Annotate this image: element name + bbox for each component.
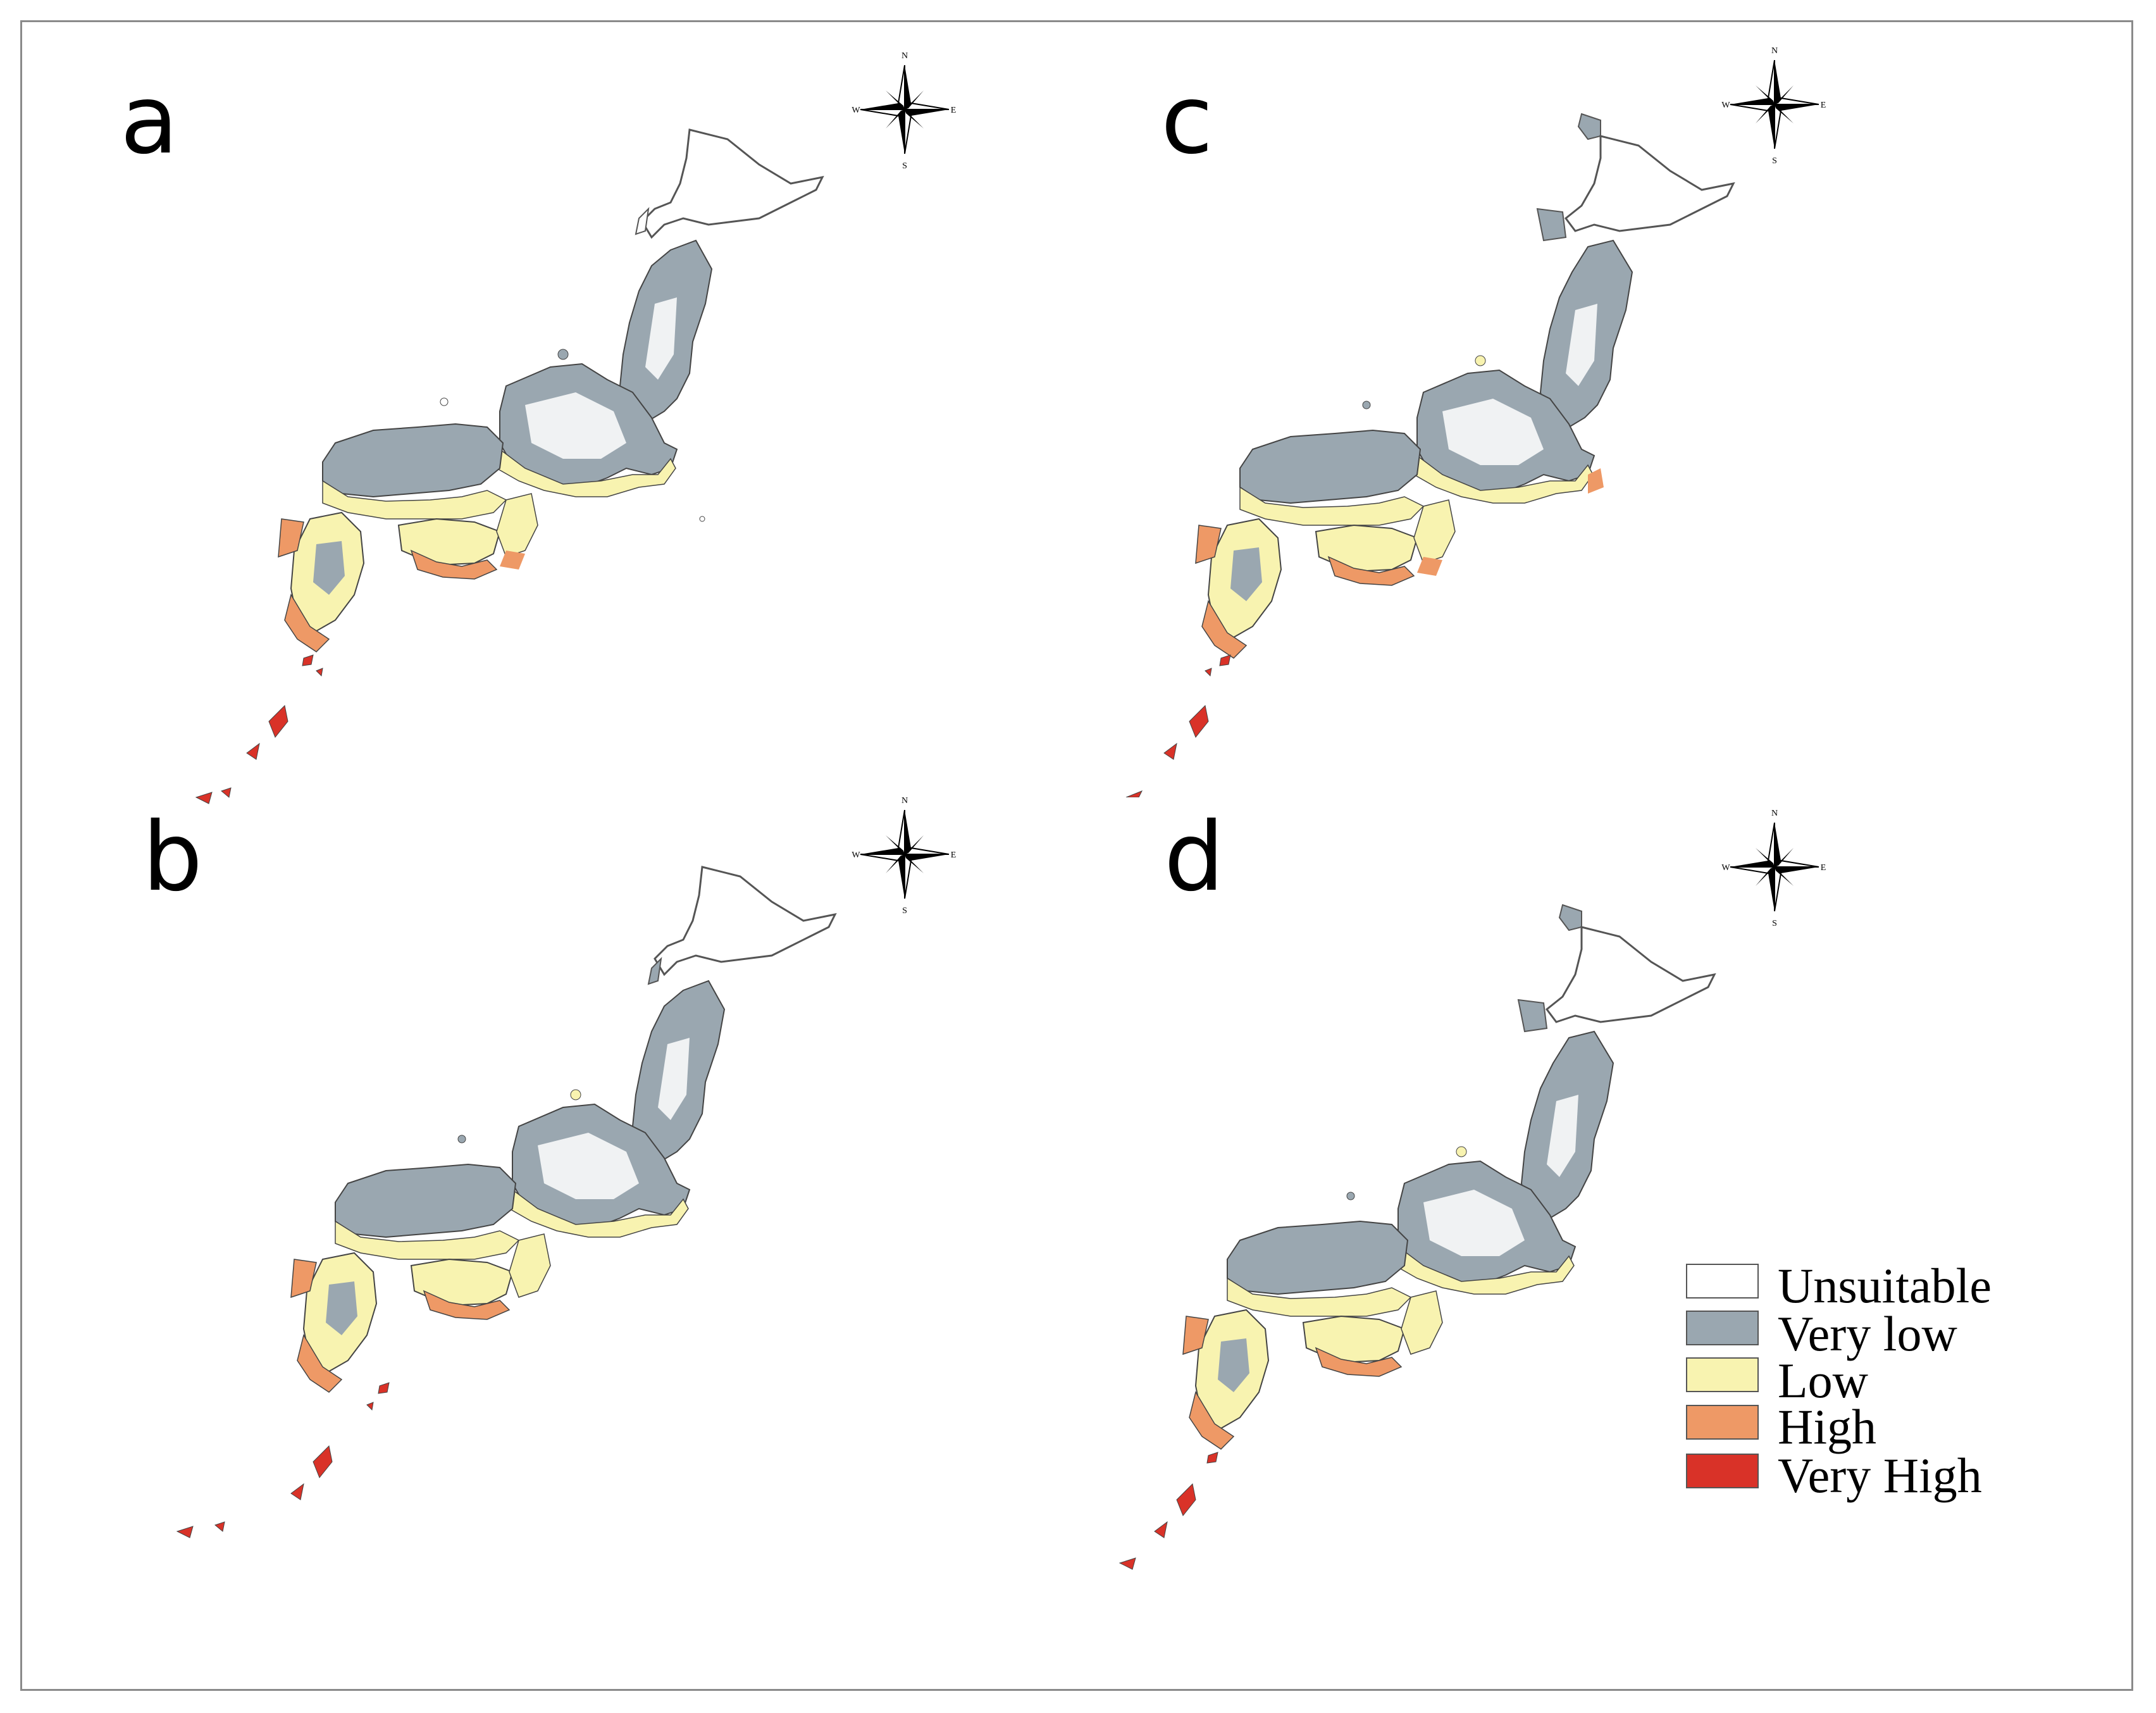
legend-label: Unsuitable: [1778, 1258, 1992, 1313]
panel-label-b: b: [142, 802, 203, 913]
compass-w: W: [852, 850, 860, 860]
legend-item-very-high: Very High: [1680, 1451, 2034, 1502]
compass-rose-icon: N S E W: [1721, 46, 1826, 165]
legend-swatch: [1686, 1357, 1759, 1392]
compass-s: S: [902, 161, 907, 170]
compass-w: W: [1721, 863, 1730, 873]
legend-label: Very low: [1778, 1306, 1957, 1361]
compass-s: S: [1772, 919, 1777, 927]
compass-rose-icon: N S E W: [1721, 809, 1826, 927]
compass-rose-icon: N S E W: [852, 796, 957, 914]
legend-swatch: [1686, 1264, 1759, 1299]
japan-map-c: [1125, 113, 1735, 797]
legend-item-high: High: [1680, 1399, 2034, 1454]
legend: Unsuitable Very low Low High Very High: [1680, 1256, 2034, 1522]
legend-item-very-low: Very low: [1680, 1308, 2034, 1359]
compass-n: N: [1771, 46, 1778, 56]
compass-n: N: [901, 51, 908, 61]
compass-s: S: [1772, 156, 1777, 165]
compass-e: E: [1821, 101, 1826, 110]
panel-label-c: c: [1161, 65, 1213, 175]
compass-s: S: [902, 906, 907, 914]
legend-swatch: [1686, 1311, 1759, 1345]
legend-swatch: [1686, 1405, 1759, 1440]
figure-frame: [20, 20, 2133, 1691]
panel-label-d: d: [1164, 802, 1225, 913]
compass-e: E: [1821, 863, 1826, 873]
compass-e: E: [951, 850, 957, 860]
panel-label-a: a: [120, 65, 178, 175]
legend-item-unsuitable: Unsuitable: [1680, 1256, 2034, 1311]
legend-item-low: Low: [1680, 1353, 2034, 1408]
japan-map-d: [1118, 904, 1716, 1570]
japan-map-a: [195, 128, 824, 804]
legend-label: Low: [1778, 1353, 1868, 1408]
compass-w: W: [852, 106, 860, 115]
japan-map-b: [176, 866, 837, 1538]
legend-label: High: [1778, 1399, 1876, 1454]
compass-n: N: [901, 796, 908, 806]
compass-rose-icon: N S E W: [852, 51, 957, 170]
legend-label: Very High: [1778, 1448, 1982, 1503]
legend-swatch: [1686, 1454, 1759, 1488]
compass-e: E: [951, 106, 957, 115]
compass-w: W: [1721, 101, 1730, 110]
compass-n: N: [1771, 809, 1778, 818]
